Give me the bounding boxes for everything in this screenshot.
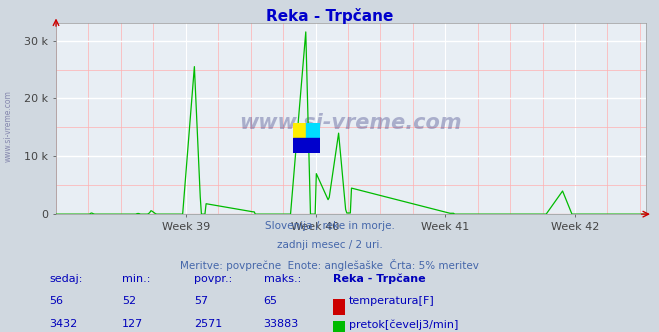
Text: Meritve: povprečne  Enote: anglešaške  Črta: 5% meritev: Meritve: povprečne Enote: anglešaške Črt… — [180, 259, 479, 271]
Text: 52: 52 — [122, 296, 136, 306]
Text: 33883: 33883 — [264, 319, 299, 329]
Bar — [306, 123, 320, 138]
Text: 57: 57 — [194, 296, 208, 306]
Text: www.si-vreme.com: www.si-vreme.com — [240, 113, 462, 132]
Text: zadnji mesec / 2 uri.: zadnji mesec / 2 uri. — [277, 240, 382, 250]
Text: Reka - Trpčane: Reka - Trpčane — [333, 274, 426, 285]
Text: Slovenija / reke in morje.: Slovenija / reke in morje. — [264, 221, 395, 231]
Text: 127: 127 — [122, 319, 143, 329]
Text: povpr.:: povpr.: — [194, 274, 233, 284]
Text: 56: 56 — [49, 296, 63, 306]
Text: Reka - Trpčane: Reka - Trpčane — [266, 8, 393, 24]
Bar — [293, 138, 320, 153]
Text: temperatura[F]: temperatura[F] — [349, 296, 434, 306]
Text: www.si-vreme.com: www.si-vreme.com — [4, 90, 13, 162]
Text: 2571: 2571 — [194, 319, 223, 329]
Text: 3432: 3432 — [49, 319, 78, 329]
Text: sedaj:: sedaj: — [49, 274, 83, 284]
Text: 65: 65 — [264, 296, 277, 306]
Text: min.:: min.: — [122, 274, 150, 284]
Bar — [293, 123, 306, 138]
Text: maks.:: maks.: — [264, 274, 301, 284]
Text: pretok[čevelj3/min]: pretok[čevelj3/min] — [349, 319, 458, 330]
